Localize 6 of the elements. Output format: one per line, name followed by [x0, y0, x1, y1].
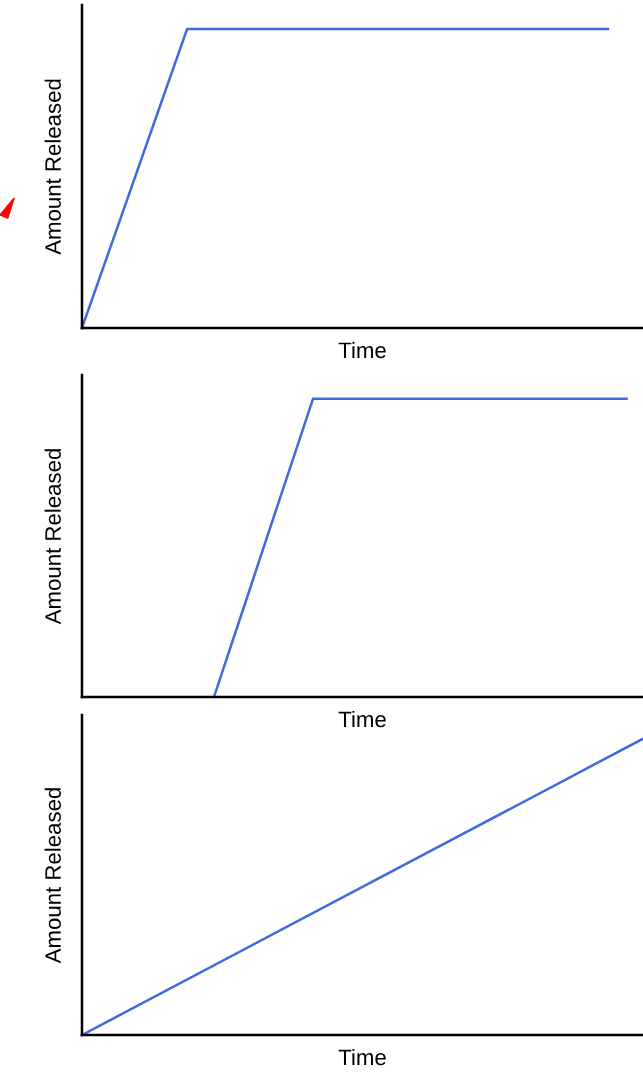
y-axis-title: Amount Released: [44, 79, 61, 255]
y-axis-title: Amount Released: [44, 788, 61, 964]
x-axis-title: Time: [338, 341, 386, 359]
y-axis-title: Amount Released: [44, 449, 61, 625]
x-axis-title: Time: [338, 710, 386, 728]
x-axis-title: Time: [338, 1048, 386, 1066]
